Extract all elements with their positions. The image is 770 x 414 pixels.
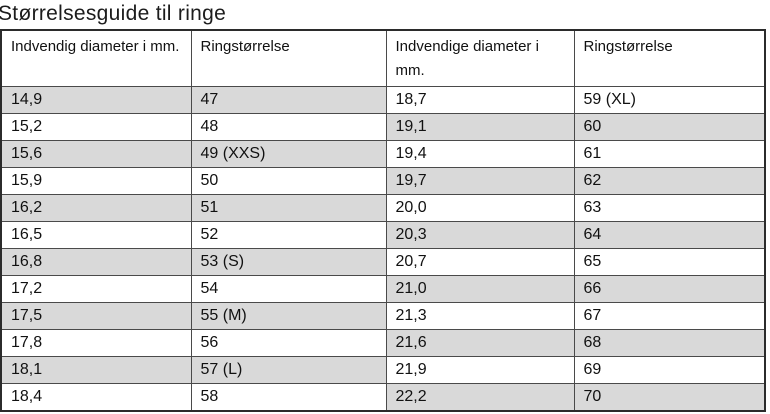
table-cell: 51 [190, 194, 387, 222]
table-row: 14,9 47 18,7 59 (XL) [0, 86, 766, 114]
table-cell: 54 [190, 275, 387, 303]
header-inner-diameter-left: Indvendig diameter i mm. [0, 29, 192, 87]
table-cell: 20,3 [385, 221, 575, 249]
table-cell: 66 [573, 275, 766, 303]
table-cell: 64 [573, 221, 766, 249]
table-row: 15,6 49 (XXS) 19,4 61 [0, 140, 766, 168]
table-cell: 55 (M) [190, 302, 387, 330]
table-cell: 19,1 [385, 113, 575, 141]
table-cell: 58 [190, 383, 387, 412]
table-cell: 65 [573, 248, 766, 276]
table-body: 14,9 47 18,7 59 (XL) 15,2 48 19,1 60 15,6 49 (XXS… [0, 86, 766, 412]
table-cell: 56 [190, 329, 387, 357]
page-title: Størrelsesguide til ringe [0, 2, 227, 25]
header-ring-size-right: Ringstørrelse [573, 29, 766, 87]
table-cell: 14,9 [0, 86, 192, 114]
table-row: 17,2 54 21,0 66 [0, 275, 766, 303]
table-cell: 18,4 [0, 383, 192, 412]
table-row: 16,2 51 20,0 63 [0, 194, 766, 222]
table-row: 15,9 50 19,7 62 [0, 167, 766, 195]
table-cell: 15,9 [0, 167, 192, 195]
table-cell: 16,8 [0, 248, 192, 276]
table-cell: 19,7 [385, 167, 575, 195]
table-cell: 62 [573, 167, 766, 195]
header-ring-size-left: Ringstørrelse [190, 29, 387, 87]
table-cell: 52 [190, 221, 387, 249]
table-cell: 61 [573, 140, 766, 168]
table-cell: 50 [190, 167, 387, 195]
table-cell: 21,9 [385, 356, 575, 384]
table-cell: 17,8 [0, 329, 192, 357]
table-cell: 59 (XL) [573, 86, 766, 114]
table-cell: 48 [190, 113, 387, 141]
table-cell: 19,4 [385, 140, 575, 168]
table-cell: 20,7 [385, 248, 575, 276]
table-cell: 15,2 [0, 113, 192, 141]
table-cell: 49 (XXS) [190, 140, 387, 168]
table-row: 16,5 52 20,3 64 [0, 221, 766, 249]
table-cell: 17,5 [0, 302, 192, 330]
table-cell: 68 [573, 329, 766, 357]
table-row: 16,8 53 (S) 20,7 65 [0, 248, 766, 276]
table-cell: 20,0 [385, 194, 575, 222]
table-cell: 17,2 [0, 275, 192, 303]
table-cell: 22,2 [385, 383, 575, 412]
ring-size-table: Indvendig diameter i mm. Ringstørrelse I… [0, 29, 766, 412]
table-cell: 21,3 [385, 302, 575, 330]
table-cell: 18,1 [0, 356, 192, 384]
table-cell: 15,6 [0, 140, 192, 168]
table-cell: 57 (L) [190, 356, 387, 384]
table-header-row: Indvendig diameter i mm. Ringstørrelse I… [0, 29, 766, 87]
table-cell: 70 [573, 383, 766, 412]
table-cell: 21,0 [385, 275, 575, 303]
table-row: 18,4 58 22,2 70 [0, 383, 766, 412]
table-row: 18,1 57 (L) 21,9 69 [0, 356, 766, 384]
table-cell: 67 [573, 302, 766, 330]
table-cell: 69 [573, 356, 766, 384]
table-cell: 16,2 [0, 194, 192, 222]
table-row: 17,8 56 21,6 68 [0, 329, 766, 357]
table-cell: 63 [573, 194, 766, 222]
header-inner-diameter-right: Indvendige diameter i mm. [385, 29, 575, 87]
table-cell: 60 [573, 113, 766, 141]
table-row: 17,5 55 (M) 21,3 67 [0, 302, 766, 330]
table-cell: 53 (S) [190, 248, 387, 276]
table-cell: 18,7 [385, 86, 575, 114]
table-cell: 21,6 [385, 329, 575, 357]
table-cell: 47 [190, 86, 387, 114]
table-cell: 16,5 [0, 221, 192, 249]
table-row: 15,2 48 19,1 60 [0, 113, 766, 141]
